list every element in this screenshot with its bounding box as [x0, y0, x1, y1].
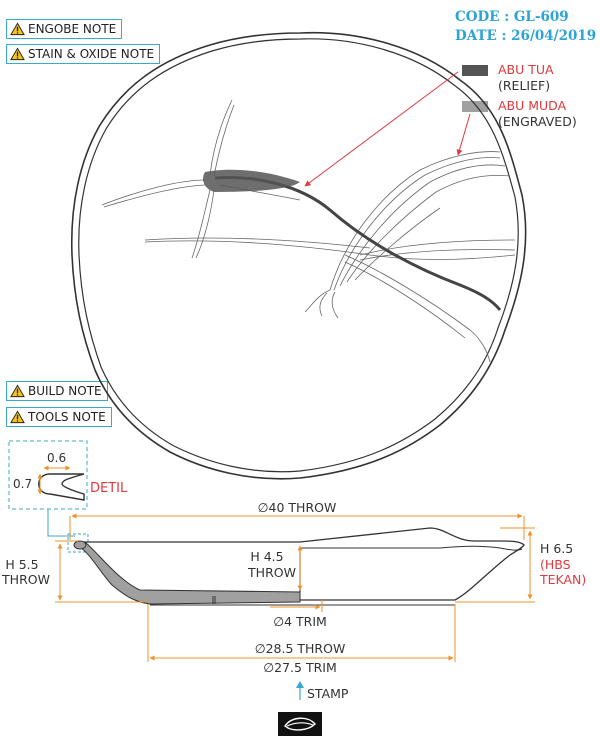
legend-relief: ABU TUA (RELIEF) — [462, 62, 554, 94]
stamp-label: STAMP — [307, 686, 349, 701]
dim-base-throw: ∅28.5 THROW — [255, 641, 346, 656]
dim-foot-trim: ∅4 TRIM — [273, 614, 327, 629]
section-view: ∅40 THROW H 5.5 THROW H 4.5 THROW H 6.5 … — [1, 500, 586, 675]
plate-inner-rim — [78, 38, 519, 473]
plate-top-view — [70, 31, 527, 480]
section-body — [79, 541, 301, 605]
dim-base-trim: ∅27.5 TRIM — [263, 660, 337, 675]
warning-icon — [10, 47, 25, 61]
legend-engraved: ABU MUDA (ENGRAVED) — [462, 98, 577, 130]
dim-right-height-note1: (HBS — [540, 557, 571, 572]
legend-relief-swatch — [462, 65, 488, 76]
product-code: CODE : GL-609 — [455, 9, 569, 25]
section-outer-profile — [77, 527, 525, 601]
design-date: DATE : 26/04/2019 — [455, 28, 597, 44]
stain-oxide-note-label: STAIN & OXIDE NOTE — [28, 47, 155, 61]
detail-label: DETIL — [90, 481, 128, 496]
engobe-note[interactable]: ENGOBE NOTE — [6, 19, 123, 39]
leaf-icon — [284, 717, 316, 731]
relief-leader — [304, 71, 459, 187]
legend-engraved-name: ABU MUDA — [498, 98, 567, 113]
legend-engraved-swatch — [462, 101, 488, 112]
tools-note[interactable]: TOOLS NOTE — [6, 407, 112, 427]
build-note-label: BUILD NOTE — [28, 384, 102, 398]
legend-engraved-type: (ENGRAVED) — [498, 114, 577, 129]
build-note[interactable]: BUILD NOTE — [6, 381, 108, 401]
plate-outer-rim — [70, 31, 527, 480]
dim-diameter-throw: ∅40 THROW — [258, 500, 337, 515]
legend-relief-name: ABU TUA — [498, 62, 554, 77]
detail-height-label: 0.7 — [13, 477, 32, 491]
relief-flower-head — [203, 169, 300, 192]
header-info: CODE : GL-609 DATE : 26/04/2019 — [455, 8, 596, 46]
dim-left-height-note: THROW — [1, 572, 50, 587]
dim-left-height: H 5.5 — [5, 557, 38, 572]
warning-icon — [10, 410, 25, 424]
engraved-leaves — [101, 99, 516, 363]
warning-icon — [10, 22, 25, 36]
dim-right-height-note2: TEKAN) — [539, 572, 586, 587]
detail-width-label: 0.6 — [47, 451, 66, 465]
dim-inner-height-note: THROW — [247, 565, 296, 580]
warning-icon — [10, 384, 25, 398]
stamp: STAMP — [278, 681, 349, 736]
engraved-leader — [456, 113, 471, 156]
tools-note-label: TOOLS NOTE — [28, 410, 106, 424]
dim-right-height: H 6.5 — [540, 541, 573, 556]
legend-relief-type: (RELIEF) — [498, 78, 551, 93]
engobe-note-label: ENGOBE NOTE — [28, 22, 117, 36]
stain-oxide-note[interactable]: STAIN & OXIDE NOTE — [6, 44, 161, 64]
dim-inner-height: H 4.5 — [250, 549, 283, 564]
rim-detail: 0.6 0.7 DETIL — [8, 440, 128, 553]
